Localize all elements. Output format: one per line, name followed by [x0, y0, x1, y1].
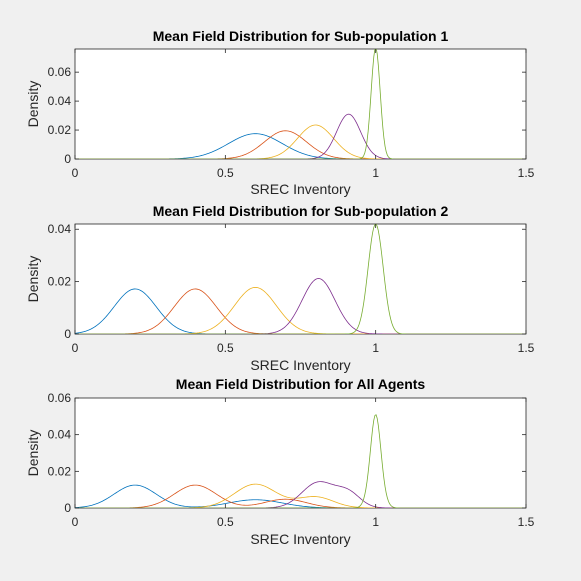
y-tick-label: 0: [64, 327, 71, 341]
chart-title: Mean Field Distribution for Sub-populati…: [153, 28, 449, 44]
y-tick-label: 0.04: [48, 94, 72, 108]
series-line-2: [75, 288, 526, 334]
y-axis-label: Density: [25, 430, 41, 477]
series-line-3: [75, 483, 526, 508]
series-group: [75, 224, 526, 334]
chart-title: Mean Field Distribution for All Agents: [176, 376, 426, 392]
x-tick-label: 0.5: [217, 341, 234, 355]
x-tick-label: 0.5: [217, 166, 234, 180]
y-tick-label: 0.02: [48, 464, 72, 478]
chart-title: Mean Field Distribution for Sub-populati…: [153, 203, 449, 219]
y-tick-label: 0: [64, 152, 71, 166]
series-line-3: [75, 286, 526, 334]
x-tick-label: 0: [72, 166, 79, 180]
x-tick-label: 0: [72, 341, 79, 355]
x-axis-label: SREC Inventory: [250, 181, 350, 197]
y-tick-label: 0.02: [48, 123, 72, 137]
x-tick-label: 1.5: [518, 515, 535, 529]
series-group: [75, 414, 526, 508]
y-tick-label: 0.04: [48, 428, 72, 442]
x-tick-label: 0.5: [217, 515, 234, 529]
x-tick-label: 1: [372, 515, 379, 529]
plot-area: [74, 48, 527, 160]
x-tick-label: 1: [372, 166, 379, 180]
series-line-1: [75, 288, 526, 334]
y-tick-label: 0: [64, 501, 71, 515]
plot-area: [74, 223, 527, 335]
plot-area: [74, 397, 527, 509]
y-tick-label: 0.04: [48, 222, 72, 236]
x-tick-label: 1.5: [518, 166, 535, 180]
series-group: [75, 49, 526, 159]
chart-panel-1: 0 0.5 1 1.5 0 0.02 0.04 0.06 Mean Field Distribu…: [25, 28, 535, 197]
x-axis-label: SREC Inventory: [250, 531, 350, 547]
chart-panel-2: 0 0.5 1 1.5 0 0.02 0.04 Mean Field Distribution…: [25, 203, 535, 373]
x-tick-label: 1.5: [518, 341, 535, 355]
x-tick-label: 1: [372, 341, 379, 355]
chart-panel-3: 0 0.5 1 1.5 0 0.02 0.04 0.06 Mean Field Distribu…: [25, 376, 535, 547]
x-tick-label: 0: [72, 515, 79, 529]
series-line-3: [75, 124, 526, 159]
y-tick-label: 0.06: [48, 391, 72, 405]
x-axis-label: SREC Inventory: [250, 357, 350, 373]
y-axis-label: Density: [25, 81, 41, 128]
series-line-1: [75, 484, 526, 508]
y-axis-label: Density: [25, 256, 41, 303]
y-tick-label: 0.06: [48, 65, 72, 79]
series-line-2: [75, 130, 526, 159]
series-line-2: [75, 484, 526, 508]
series-line-4: [75, 481, 526, 508]
series-line-4: [75, 278, 526, 334]
y-tick-label: 0.02: [48, 275, 72, 289]
